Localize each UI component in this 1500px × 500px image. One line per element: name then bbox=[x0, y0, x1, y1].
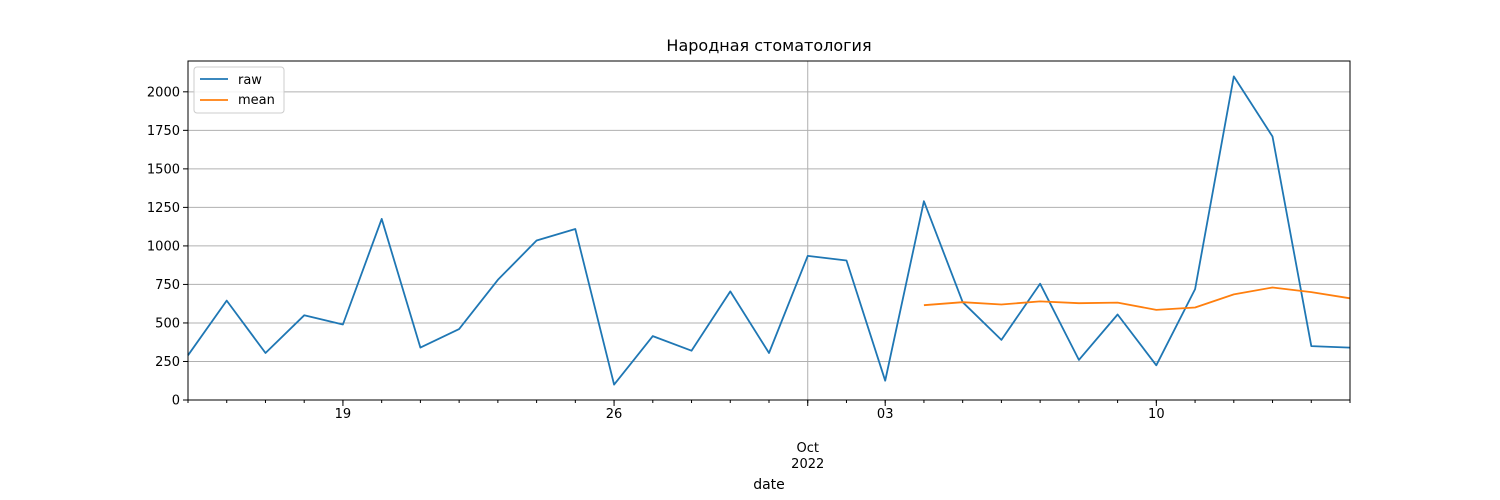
plot-frame bbox=[187, 60, 1351, 401]
y-tick-label: 750 bbox=[155, 278, 180, 293]
x-month-label: 2022 bbox=[791, 457, 824, 472]
chart-title: Народная стоматология bbox=[666, 36, 871, 55]
grid-layer bbox=[188, 61, 1350, 401]
y-tick-label: 1000 bbox=[147, 239, 180, 254]
x-tick-label: 19 bbox=[335, 407, 352, 422]
x-axis-label: date bbox=[753, 477, 785, 493]
y-tick-label: 250 bbox=[155, 355, 180, 370]
y-tick-label: 500 bbox=[155, 316, 180, 331]
y-tick-label: 2000 bbox=[147, 85, 180, 100]
legend-label-mean: mean bbox=[238, 93, 275, 108]
series-layer bbox=[187, 75, 1351, 386]
series-line-mean bbox=[923, 286, 1351, 311]
x-tick-label: 03 bbox=[877, 407, 894, 422]
y-tick-label: 1750 bbox=[147, 124, 180, 139]
legend: raw mean bbox=[193, 66, 285, 114]
series-line-raw bbox=[187, 75, 1351, 386]
y-tick-label: 1500 bbox=[147, 162, 180, 177]
x-month-label: Oct bbox=[796, 441, 818, 456]
y-axis: 0 250 500 750 1000 1250 1500 1750 2000 bbox=[147, 85, 188, 409]
y-tick-label: 1250 bbox=[147, 201, 180, 216]
x-tick-label: 26 bbox=[606, 407, 623, 422]
x-tick-label: 10 bbox=[1148, 407, 1165, 422]
y-tick-label: 0 bbox=[172, 394, 180, 409]
legend-label-raw: raw bbox=[238, 73, 262, 88]
